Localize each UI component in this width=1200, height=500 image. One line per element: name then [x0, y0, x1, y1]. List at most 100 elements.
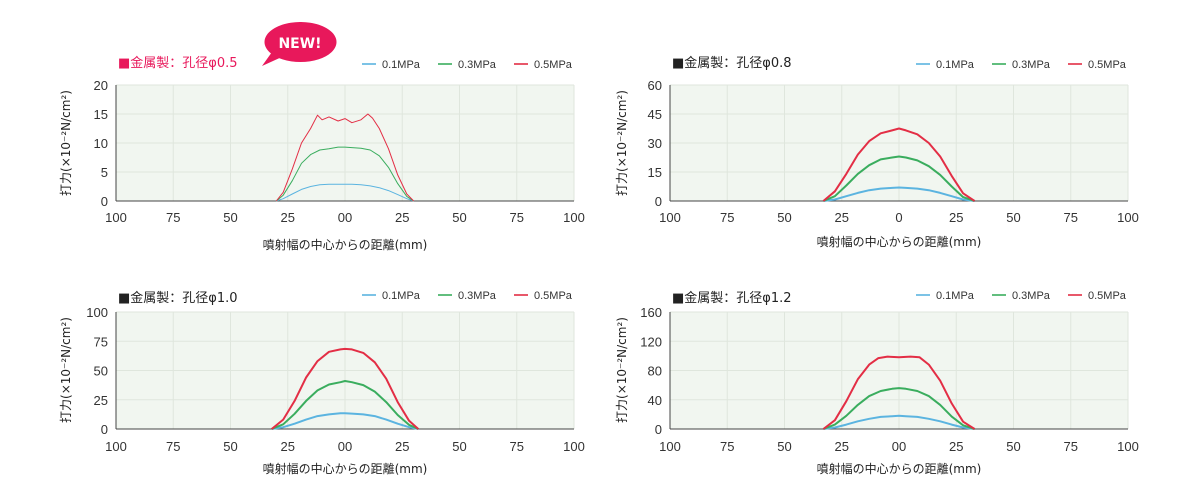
- series-line-0.5MPa: [275, 113, 415, 202]
- legend-label: 0.5MPa: [1088, 59, 1127, 71]
- x-tick-label: 75: [720, 210, 734, 225]
- y-tick-label: 120: [640, 334, 662, 349]
- x-tick-label: 25: [281, 439, 295, 454]
- y-tick-label: 60: [648, 78, 662, 93]
- legend-label: 0.3MPa: [458, 290, 497, 302]
- x-tick-label: 75: [166, 210, 180, 225]
- x-tick-label: 25: [949, 439, 963, 454]
- x-tick-label: 100: [659, 210, 681, 225]
- chart-title: ■金属製：孔径φ1.0: [118, 290, 238, 306]
- x-tick-label: 50: [223, 439, 237, 454]
- x-axis-label: 噴射幅の中心からの距離(mm): [817, 461, 982, 476]
- x-tick-label: 75: [166, 439, 180, 454]
- new-badge-text: NEW!: [278, 36, 321, 52]
- x-axis-label: 噴射幅の中心からの距離(mm): [263, 461, 428, 476]
- legend-label: 0.1MPa: [382, 290, 421, 302]
- chart-panel-2: 100 75 50 25 0 25 50 75 100015304560■金属製：孔径φ0.8噴…: [615, 55, 1139, 249]
- x-tick-label: 25: [835, 210, 849, 225]
- chart-panel-3: 100 75 50 25 00 25 50 75 100 0 25 50 75 100 ■金属製：孔径φ1.…: [59, 290, 585, 476]
- x-tick-label: 100: [1117, 439, 1139, 454]
- legend-label: 0.3MPa: [1012, 59, 1051, 71]
- x-tick-label: 00: [338, 439, 352, 454]
- series-line-0.1MPa: [271, 412, 419, 430]
- series-line-0.3MPa: [271, 380, 419, 430]
- x-tick-label: 100: [105, 439, 127, 454]
- y-tick-label: 15: [648, 165, 662, 180]
- x-axis-label: 噴射幅の中心からの距離(mm): [263, 237, 428, 252]
- legend-label: 0.5MPa: [1088, 290, 1127, 302]
- x-tick-label: 100: [105, 210, 127, 225]
- y-tick-label: 0: [101, 194, 108, 209]
- x-tick-label: 00: [338, 210, 352, 225]
- y-tick-label: 25: [94, 393, 108, 408]
- y-tick-label: 40: [648, 393, 662, 408]
- y-tick-label: 15: [94, 107, 108, 122]
- x-tick-label: 100: [1117, 210, 1139, 225]
- y-tick-label: 5: [101, 165, 108, 180]
- series-line-0.3MPa: [823, 155, 975, 202]
- y-tick-label: 30: [648, 136, 662, 151]
- legend-label: 0.1MPa: [936, 290, 975, 302]
- x-tick-label: 00: [892, 439, 906, 454]
- series-line-0.3MPa: [823, 387, 975, 430]
- x-tick-label: 100: [563, 439, 585, 454]
- y-axis-label: 打力(×10⁻²N/cm²): [615, 90, 629, 196]
- x-tick-label: 100: [563, 210, 585, 225]
- legend-label: 0.1MPa: [382, 59, 421, 71]
- x-tick-label: 50: [1006, 439, 1020, 454]
- legend-label: 0.5MPa: [534, 290, 573, 302]
- x-tick-label: 75: [720, 439, 734, 454]
- y-tick-label: 80: [648, 364, 662, 379]
- x-tick-label: 50: [452, 439, 466, 454]
- x-tick-label: 75: [1064, 439, 1078, 454]
- y-tick-label: 50: [94, 364, 108, 379]
- x-tick-label: 50: [777, 439, 791, 454]
- series-line-0.3MPa: [275, 146, 414, 202]
- y-axis-label: 打力(×10⁻²N/cm²): [615, 317, 629, 423]
- x-tick-label: 25: [281, 210, 295, 225]
- y-tick-label: 0: [655, 194, 662, 209]
- chart-title: ■金属製：孔径φ0.5: [118, 55, 238, 71]
- y-tick-label: 45: [648, 107, 662, 122]
- legend-label: 0.1MPa: [936, 59, 975, 71]
- y-tick-label: 20: [94, 78, 108, 93]
- x-axis-label: 噴射幅の中心からの距離(mm): [817, 234, 982, 249]
- y-tick-label: 0: [101, 422, 108, 437]
- chart-panel-4: 100 75 50 25 00 25 50 75 100 0 40 80 120 160 ■金属製：孔径φ1…: [615, 290, 1139, 476]
- x-tick-label: 100: [659, 439, 681, 454]
- x-tick-label: 0: [895, 210, 902, 225]
- new-badge-tail: [262, 52, 284, 66]
- legend-label: 0.3MPa: [458, 59, 497, 71]
- series-line-0.1MPa: [823, 414, 975, 430]
- series-line-0.1MPa: [276, 183, 414, 202]
- x-tick-label: 25: [395, 210, 409, 225]
- chart-title: ■金属製：孔径φ0.8: [672, 55, 792, 71]
- series-line-0.5MPa: [822, 355, 976, 430]
- x-tick-label: 25: [835, 439, 849, 454]
- x-tick-label: 75: [1064, 210, 1078, 225]
- x-tick-label: 50: [1006, 210, 1020, 225]
- y-tick-label: 0: [655, 422, 662, 437]
- series-line-0.1MPa: [823, 186, 975, 202]
- x-tick-label: 50: [452, 210, 466, 225]
- new-badge: NEW!: [262, 22, 337, 66]
- chart-title: ■金属製：孔径φ1.2: [672, 290, 792, 306]
- new-badge-shape: [264, 22, 337, 62]
- series-line-0.5MPa: [271, 347, 419, 430]
- y-tick-label: 75: [94, 334, 108, 349]
- x-tick-label: 25: [949, 210, 963, 225]
- legend-label: 0.3MPa: [1012, 290, 1051, 302]
- chart-panel-1: 100 75 50 25 00 25 50 75 10005101520■金属製：孔径φ0.5噴…: [59, 55, 585, 252]
- y-axis-label: 打力(×10⁻²N/cm²): [59, 317, 73, 423]
- y-axis-label: 打力(×10⁻²N/cm²): [59, 90, 73, 196]
- x-tick-label: 75: [510, 210, 524, 225]
- legend-label: 0.5MPa: [534, 59, 573, 71]
- series-line-0.5MPa: [822, 127, 976, 202]
- x-tick-label: 75: [510, 439, 524, 454]
- x-tick-label: 50: [777, 210, 791, 225]
- y-tick-label: 100: [86, 305, 108, 320]
- x-tick-label: 50: [223, 210, 237, 225]
- y-tick-label: 160: [640, 305, 662, 320]
- x-tick-label: 25: [395, 439, 409, 454]
